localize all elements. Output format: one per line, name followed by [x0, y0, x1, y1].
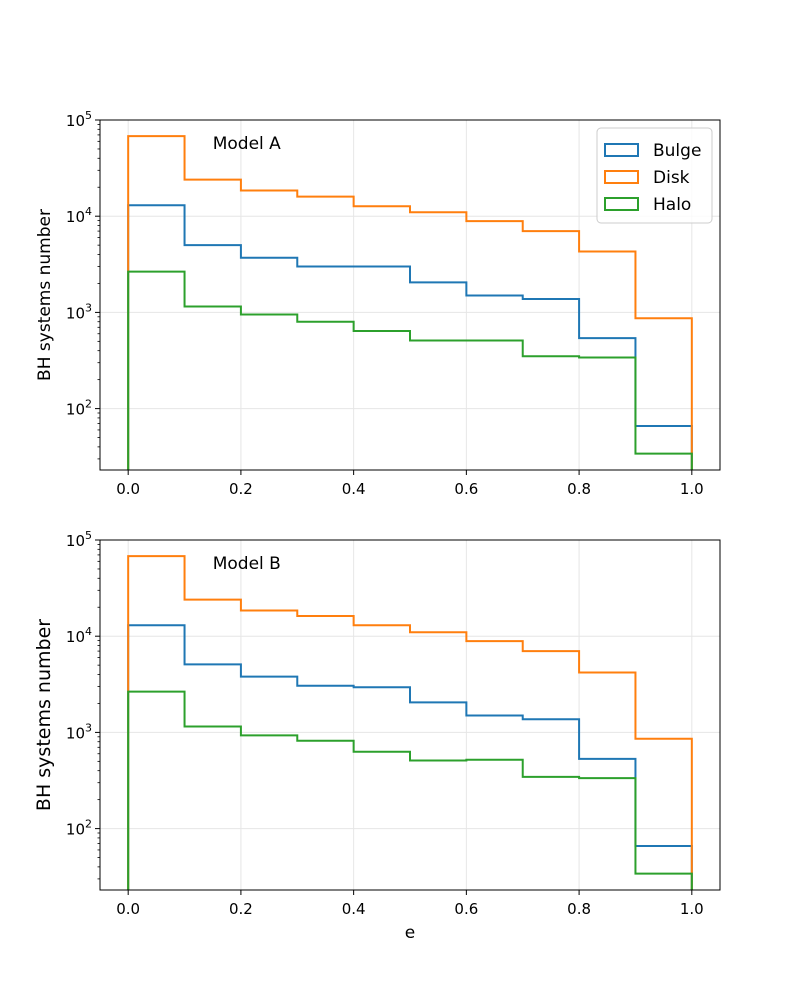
- x-tick-label: 0.8: [567, 900, 591, 918]
- x-tick-label: 0.4: [342, 480, 366, 498]
- histogram-series: [127, 135, 693, 470]
- x-axis-label: e: [405, 923, 415, 943]
- y-tick-label: 103: [66, 301, 92, 322]
- axes-frame: [99, 539, 721, 891]
- axes-frame: [99, 119, 721, 471]
- y-axis-ticks: 102 103 104 105: [66, 529, 100, 880]
- x-axis-ticks: 0.0 0.2 0.4 0.6 0.8 1.0: [116, 470, 704, 498]
- x-tick-label: 0.2: [229, 480, 253, 498]
- y-tick-label: 103: [66, 721, 92, 742]
- legend-box: [596, 127, 713, 224]
- y-axis-label: BH systems number: [35, 209, 55, 381]
- series-halo-step: [127, 690, 693, 890]
- legend-swatch-disk: [604, 170, 639, 184]
- series-disk-step: [127, 135, 693, 470]
- model-label: Model A: [213, 134, 281, 154]
- y-tick-label: 102: [66, 818, 92, 839]
- y-tick-label: 102: [66, 398, 92, 419]
- histogram-series: [127, 555, 693, 890]
- y-axis-ticks: 102 103 104 105: [66, 109, 100, 460]
- x-tick-label: 0.6: [454, 480, 478, 498]
- series-bulge-step: [127, 624, 693, 890]
- x-tick-label: 0.6: [454, 900, 478, 918]
- legend: Bulge Disk Halo: [596, 127, 713, 224]
- x-axis-ticks: 0.0 0.2 0.4 0.6 0.8 1.0: [116, 890, 704, 918]
- x-tick-label: 1.0: [680, 900, 704, 918]
- series-disk-step: [127, 555, 693, 890]
- model-label: Model B: [213, 554, 281, 574]
- y-tick-label: 105: [66, 529, 92, 550]
- series-bulge-step: [127, 204, 693, 470]
- legend-label-bulge: Bulge: [653, 141, 701, 161]
- y-axis-label: BH systems number: [33, 619, 55, 811]
- y-tick-label: 105: [66, 109, 92, 130]
- x-tick-label: 0.8: [567, 480, 591, 498]
- x-tick-label: 0.0: [116, 900, 140, 918]
- x-tick-label: 1.0: [680, 480, 704, 498]
- x-tick-label: 0.0: [116, 480, 140, 498]
- panel-model-a: 0.0 0.2 0.4 0.6 0.8 1.0 102 103 104 105 BH syste…: [35, 109, 721, 498]
- x-tick-label: 0.2: [229, 900, 253, 918]
- legend-label-halo: Halo: [653, 195, 691, 215]
- y-tick-label: 104: [66, 205, 92, 226]
- panel-model-b: 0.0 0.2 0.4 0.6 0.8 1.0 102 103 104 105 BH syste…: [33, 529, 721, 943]
- x-tick-label: 0.4: [342, 900, 366, 918]
- legend-label-disk: Disk: [653, 168, 690, 188]
- legend-swatch-bulge: [604, 143, 639, 157]
- series-halo-step: [127, 270, 693, 470]
- y-tick-label: 104: [66, 625, 92, 646]
- legend-swatch-halo: [604, 197, 639, 211]
